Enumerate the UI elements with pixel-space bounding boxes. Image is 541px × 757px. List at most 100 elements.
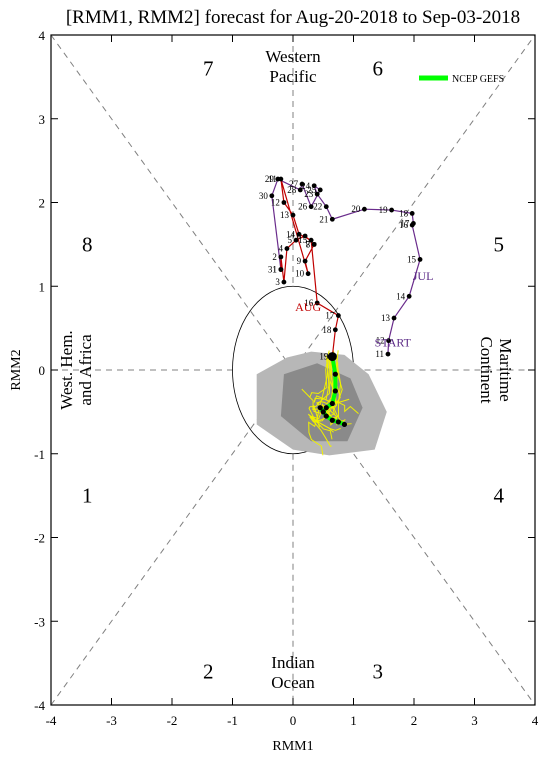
data-point xyxy=(320,409,326,415)
data-point xyxy=(284,246,290,251)
data-point xyxy=(417,257,423,262)
region-bottom-line1: Indian xyxy=(271,653,315,672)
observed-series: 1112131415161718192021222324252627282930… xyxy=(259,174,423,428)
phase-number: 1 xyxy=(82,484,93,508)
region-right-line1: Maritime xyxy=(496,338,515,401)
y-axis-label: RMM2 xyxy=(9,349,24,390)
y-tick-label: -1 xyxy=(34,447,45,462)
day-label: 9 xyxy=(297,256,302,266)
day-label: 14 xyxy=(396,291,406,301)
data-point xyxy=(290,212,296,218)
day-label: 11 xyxy=(375,349,384,359)
phase-number: 3 xyxy=(372,660,383,684)
x-tick-label: 4 xyxy=(532,713,539,728)
day-label: 27 xyxy=(289,179,299,189)
data-point xyxy=(278,176,284,182)
day-label: 13 xyxy=(280,210,290,220)
day-label: 12 xyxy=(376,336,385,346)
chart-title: [RMM1, RMM2] forecast for Aug-20-2018 to… xyxy=(66,7,520,28)
phase-number: 2 xyxy=(203,660,214,684)
x-tick-label: -3 xyxy=(106,713,117,728)
month-labels: START JUL AUG xyxy=(295,269,433,349)
observed-series-line xyxy=(271,178,421,355)
data-point xyxy=(305,271,311,277)
x-tick-label: 2 xyxy=(411,713,418,728)
y-tick-label: 1 xyxy=(39,279,46,294)
phase-number: 5 xyxy=(493,232,504,256)
day-label: 4 xyxy=(278,244,283,254)
day-label: 3 xyxy=(275,277,280,287)
phase-number: 8 xyxy=(82,232,93,256)
y-tick-label: 3 xyxy=(39,112,46,127)
day-label: 1 xyxy=(272,265,277,275)
day-label: 15 xyxy=(298,235,308,245)
day-label: 24 xyxy=(301,181,311,191)
data-point xyxy=(297,187,303,193)
data-point xyxy=(329,417,335,423)
data-point xyxy=(269,193,275,199)
day-label: 18 xyxy=(322,325,332,335)
data-point xyxy=(278,254,284,260)
data-point xyxy=(329,400,335,407)
data-point xyxy=(409,210,415,216)
y-tick-label: -3 xyxy=(34,614,45,629)
data-point xyxy=(332,371,338,377)
month-label: JUL xyxy=(413,269,434,283)
day-label: 8 xyxy=(306,239,311,249)
data-point xyxy=(302,233,308,239)
day-label: 10 xyxy=(295,269,305,279)
data-point xyxy=(385,351,391,357)
day-label: 12 xyxy=(271,198,280,208)
day-label: 19 xyxy=(319,352,329,362)
data-point xyxy=(410,221,416,226)
data-point xyxy=(361,206,367,212)
day-label: 29 xyxy=(265,174,275,184)
data-point xyxy=(323,405,329,411)
day-label: 30 xyxy=(259,191,269,201)
legend-label-ncep-gefs: NCEP GEFS xyxy=(452,74,504,85)
day-label: 23 xyxy=(304,189,314,199)
data-point xyxy=(308,237,314,243)
phase-number: 4 xyxy=(493,484,504,508)
data-point xyxy=(281,200,287,205)
day-label: 13 xyxy=(381,313,391,323)
region-left-line1: West. Hem. xyxy=(57,330,76,409)
x-tick-label: 1 xyxy=(350,713,357,728)
x-tick-label: -2 xyxy=(167,713,178,728)
day-label: 17 xyxy=(400,218,410,228)
region-left-line2: and Africa xyxy=(76,334,95,406)
day-label: 18 xyxy=(399,208,409,218)
region-top-line1: Western xyxy=(265,47,321,66)
x-tick-label: 3 xyxy=(471,713,478,728)
month-label: AUG xyxy=(295,300,321,314)
data-point xyxy=(391,315,397,321)
region-right-line2: Continent xyxy=(477,336,496,403)
data-point xyxy=(389,207,395,213)
day-label: 11 xyxy=(268,174,277,184)
diagonal-guide-2 xyxy=(50,34,536,706)
data-point xyxy=(299,181,305,187)
month-label: START xyxy=(375,335,412,349)
data-point xyxy=(323,413,329,419)
data-point xyxy=(323,204,329,210)
data-point xyxy=(341,421,348,428)
data-point xyxy=(314,191,320,197)
x-axis-label: RMM1 xyxy=(272,739,313,754)
day-label: 28 xyxy=(287,185,297,195)
phase-number: 6 xyxy=(372,57,383,81)
day-label: 17 xyxy=(325,311,335,321)
data-point xyxy=(386,338,391,344)
ensemble-spread xyxy=(256,351,387,456)
region-top-line2: Pacific xyxy=(269,67,317,86)
day-label: 31 xyxy=(268,265,277,275)
y-tick-label: -2 xyxy=(34,531,45,546)
day-label: 16 xyxy=(304,298,314,308)
day-label: 14 xyxy=(286,229,296,239)
day-label: 21 xyxy=(319,214,328,224)
day-label: 25 xyxy=(307,185,317,195)
day-label: 26 xyxy=(298,202,308,212)
observed-series-line xyxy=(280,178,340,357)
